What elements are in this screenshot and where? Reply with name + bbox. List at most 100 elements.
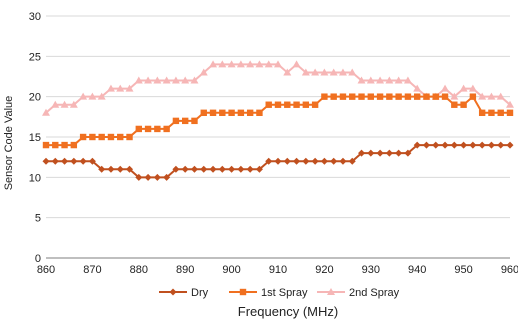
data-point-1st-spray [228,109,235,116]
data-point-dry [395,149,403,157]
data-point-2nd-spray [468,84,477,92]
y-tick-label: 15 [29,132,41,144]
x-tick-label: 950 [454,264,472,276]
data-point-2nd-spray [264,60,273,68]
data-point-2nd-spray [366,76,375,84]
data-point-dry [283,157,291,165]
legend-marker [239,288,247,296]
data-point-dry [460,141,468,149]
x-tick-label: 910 [269,264,287,276]
data-point-dry [339,157,347,165]
data-point-dry [135,173,143,181]
data-point-dry [413,141,421,149]
data-point-dry [200,165,208,173]
data-point-2nd-spray [106,84,115,92]
x-tick-label: 870 [83,264,101,276]
data-point-1st-spray [219,109,226,116]
x-tick-label: 920 [315,264,333,276]
data-point-1st-spray [497,109,504,116]
data-point-dry [228,165,236,173]
data-point-2nd-spray [329,68,338,76]
legend-label: Dry [191,287,209,299]
series-1st-spray [42,93,514,149]
data-point-1st-spray [469,93,477,100]
legend: Dry 1st Spray 2nd Spray [159,287,400,299]
data-point-1st-spray [311,101,319,108]
data-point-1st-spray [79,133,87,141]
data-point-1st-spray [478,109,486,116]
data-point-2nd-spray [218,60,227,68]
data-point-2nd-spray [496,92,505,100]
x-tick-label: 880 [130,264,148,276]
data-point-1st-spray [70,141,78,149]
data-point-1st-spray [126,133,133,141]
data-point-dry [209,165,217,173]
data-point-2nd-spray [162,76,171,84]
data-point-2nd-spray [487,92,496,100]
data-point-dry [432,141,440,149]
data-point-2nd-spray [348,68,357,76]
legend-label: 1st Spray [261,287,308,299]
y-axis-title: Sensor Code Value [3,96,15,191]
data-point-2nd-spray [144,76,153,84]
data-point-1st-spray [265,101,272,108]
data-point-1st-spray [506,109,514,116]
data-point-1st-spray [423,93,430,100]
data-point-dry [107,165,115,173]
data-point-dry [302,157,310,165]
data-point-1st-spray [237,109,245,116]
data-point-dry [404,149,412,157]
data-point-1st-spray [367,93,374,100]
legend-label: 2nd Spray [349,287,400,299]
data-point-dry [293,157,301,165]
data-point-dry [51,157,59,165]
y-tick-label: 20 [29,92,41,104]
x-tick-label: 960 [501,264,518,276]
data-point-dry [126,165,134,173]
data-point-dry [255,165,263,173]
x-tick-label: 940 [408,264,426,276]
data-point-1st-spray [441,93,449,100]
data-point-2nd-spray [394,76,403,84]
data-point-1st-spray [42,141,50,149]
data-point-1st-spray [414,93,421,100]
data-point-1st-spray [135,125,142,133]
data-point-1st-spray [89,133,96,141]
y-tick-label: 10 [29,172,41,184]
data-point-dry [88,157,96,165]
data-point-dry [469,141,477,149]
data-point-1st-spray [172,117,180,125]
data-point-2nd-spray [385,76,394,84]
data-point-2nd-spray [171,76,180,84]
data-point-2nd-spray [181,76,190,84]
data-point-1st-spray [117,133,124,141]
legend-marker [169,288,177,296]
data-point-1st-spray [256,109,263,116]
data-point-1st-spray [302,101,310,108]
data-point-dry [237,165,245,173]
data-point-1st-spray [144,125,152,133]
data-point-dry [246,165,254,173]
legend-marker [327,288,335,295]
series-dry [42,141,514,181]
data-point-2nd-spray [246,60,255,68]
data-point-1st-spray [246,109,254,116]
data-point-dry [61,157,69,165]
data-point-2nd-spray [227,60,236,68]
data-point-dry [367,149,375,157]
legend-item-dry: Dry [159,287,209,299]
data-point-2nd-spray [255,60,264,68]
data-point-1st-spray [52,141,59,149]
plot-area [42,60,514,181]
data-point-2nd-spray [125,84,134,92]
data-point-1st-spray [163,125,170,133]
data-point-2nd-spray [42,108,50,116]
data-point-dry [144,173,152,181]
data-point-2nd-spray [88,92,97,100]
data-point-2nd-spray [450,92,459,100]
data-point-1st-spray [488,109,495,116]
data-point-1st-spray [154,125,161,133]
data-point-1st-spray [386,93,393,100]
data-point-1st-spray [339,93,347,100]
